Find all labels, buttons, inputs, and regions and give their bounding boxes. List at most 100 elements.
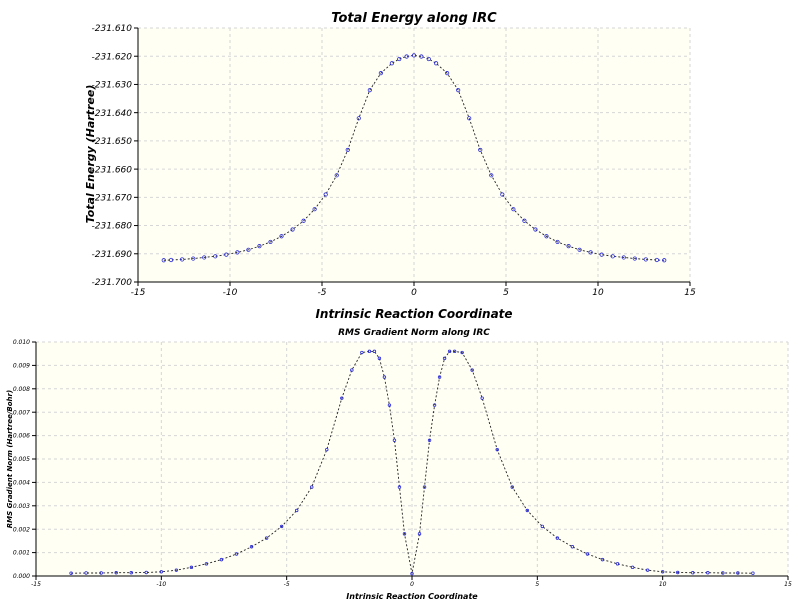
y-tick-label: -231.650 [92, 137, 133, 147]
x-tick-label: 0 [410, 581, 414, 588]
y-tick-label: 0.003 [13, 503, 30, 510]
data-point [69, 571, 73, 575]
data-point [204, 562, 209, 566]
data-point [279, 234, 284, 239]
y-tick-label: -231.690 [92, 250, 133, 260]
data-point [736, 571, 740, 575]
data-point [294, 508, 299, 513]
data-point [224, 252, 229, 257]
energy-chart-xlabel: Intrinsic Reaction Coordinate [315, 307, 512, 321]
data-point [219, 557, 224, 562]
data-point [264, 536, 269, 540]
data-point [660, 570, 665, 574]
data-point [191, 256, 196, 261]
data-point [470, 368, 474, 372]
data-point [437, 375, 442, 379]
data-point [290, 227, 295, 232]
data-point [427, 438, 432, 442]
data-point [392, 438, 397, 442]
y-tick-label: -231.670 [92, 193, 133, 203]
x-tick-label: 10 [592, 288, 604, 298]
y-tick-label: 0.010 [13, 339, 30, 346]
data-point [588, 250, 593, 255]
data-point [533, 227, 538, 232]
y-tick-label: -231.660 [92, 165, 133, 175]
x-tick-label: 10 [659, 581, 667, 588]
gradient-chart-xlabel: Intrinsic Reaction Coordinate [346, 592, 478, 600]
data-point [456, 87, 461, 93]
data-point [279, 524, 284, 529]
data-point [570, 545, 575, 549]
energy-chart-title: Total Energy along IRC [331, 11, 497, 26]
y-tick-label: 0.009 [13, 363, 30, 370]
data-point [525, 508, 530, 513]
data-point [433, 61, 439, 66]
data-point [540, 524, 545, 529]
data-point [422, 485, 427, 489]
y-tick-label: 0.008 [13, 386, 30, 393]
data-point [610, 254, 615, 259]
data-point [585, 552, 590, 556]
data-point [445, 71, 450, 76]
data-point [600, 557, 605, 562]
data-point [751, 571, 755, 575]
data-point [312, 207, 317, 212]
data-point [621, 255, 626, 260]
y-tick-label: -231.640 [92, 109, 133, 119]
data-point [654, 257, 659, 263]
data-point [615, 562, 620, 566]
data-point [367, 87, 372, 93]
x-tick-label: 5 [535, 581, 539, 588]
y-tick-label: -231.680 [92, 222, 133, 232]
data-point [235, 250, 240, 255]
data-point [432, 403, 437, 407]
data-point [500, 192, 505, 197]
data-point [84, 571, 88, 575]
y-tick-label: 0.000 [13, 573, 30, 580]
data-point [174, 568, 179, 572]
energy-plot-area: -15 -10 -5 0 5 10 15 -231.700 -231.690 -231.680 -2… [92, 24, 696, 298]
data-point [159, 570, 164, 574]
data-point [630, 565, 635, 570]
y-tick-label: 0.007 [13, 409, 30, 416]
data-point [676, 570, 680, 575]
data-point [129, 571, 133, 575]
data-point [378, 71, 383, 76]
data-point [522, 218, 527, 223]
data-point [442, 356, 447, 361]
data-point [544, 234, 549, 239]
data-point [447, 349, 452, 354]
data-point [144, 570, 148, 575]
data-point [360, 350, 364, 355]
data-point [340, 396, 344, 400]
data-point [325, 447, 329, 452]
x-tick-label: -5 [318, 288, 327, 298]
data-point [161, 258, 166, 263]
data-point [99, 571, 103, 575]
data-point [555, 536, 560, 540]
series-line [71, 350, 753, 574]
data-point [234, 552, 239, 556]
data-point [389, 61, 395, 66]
data-point [410, 571, 414, 576]
data-point [478, 147, 483, 153]
data-point [489, 173, 494, 178]
data-point [467, 116, 472, 121]
data-point [257, 244, 262, 249]
x-tick-label: 0 [411, 288, 417, 298]
data-point [345, 147, 350, 153]
y-tick-label: 0.006 [13, 433, 30, 440]
data-point [246, 247, 251, 252]
data-point [249, 545, 254, 549]
data-point [411, 53, 417, 58]
data-point [645, 568, 650, 572]
gradient-plot-area: -15 -10 -5 0 5 10 15 0.000 0.001 0.002 0.003 0.004 0… [13, 339, 792, 588]
series-line [163, 54, 665, 261]
data-point [555, 239, 560, 245]
data-point [301, 218, 306, 223]
x-tick-label: -5 [284, 581, 290, 588]
data-point [511, 207, 516, 212]
energy-chart-ylabel: Total Energy (Hartree) [84, 85, 97, 224]
data-point [367, 349, 372, 354]
data-point [721, 571, 725, 575]
